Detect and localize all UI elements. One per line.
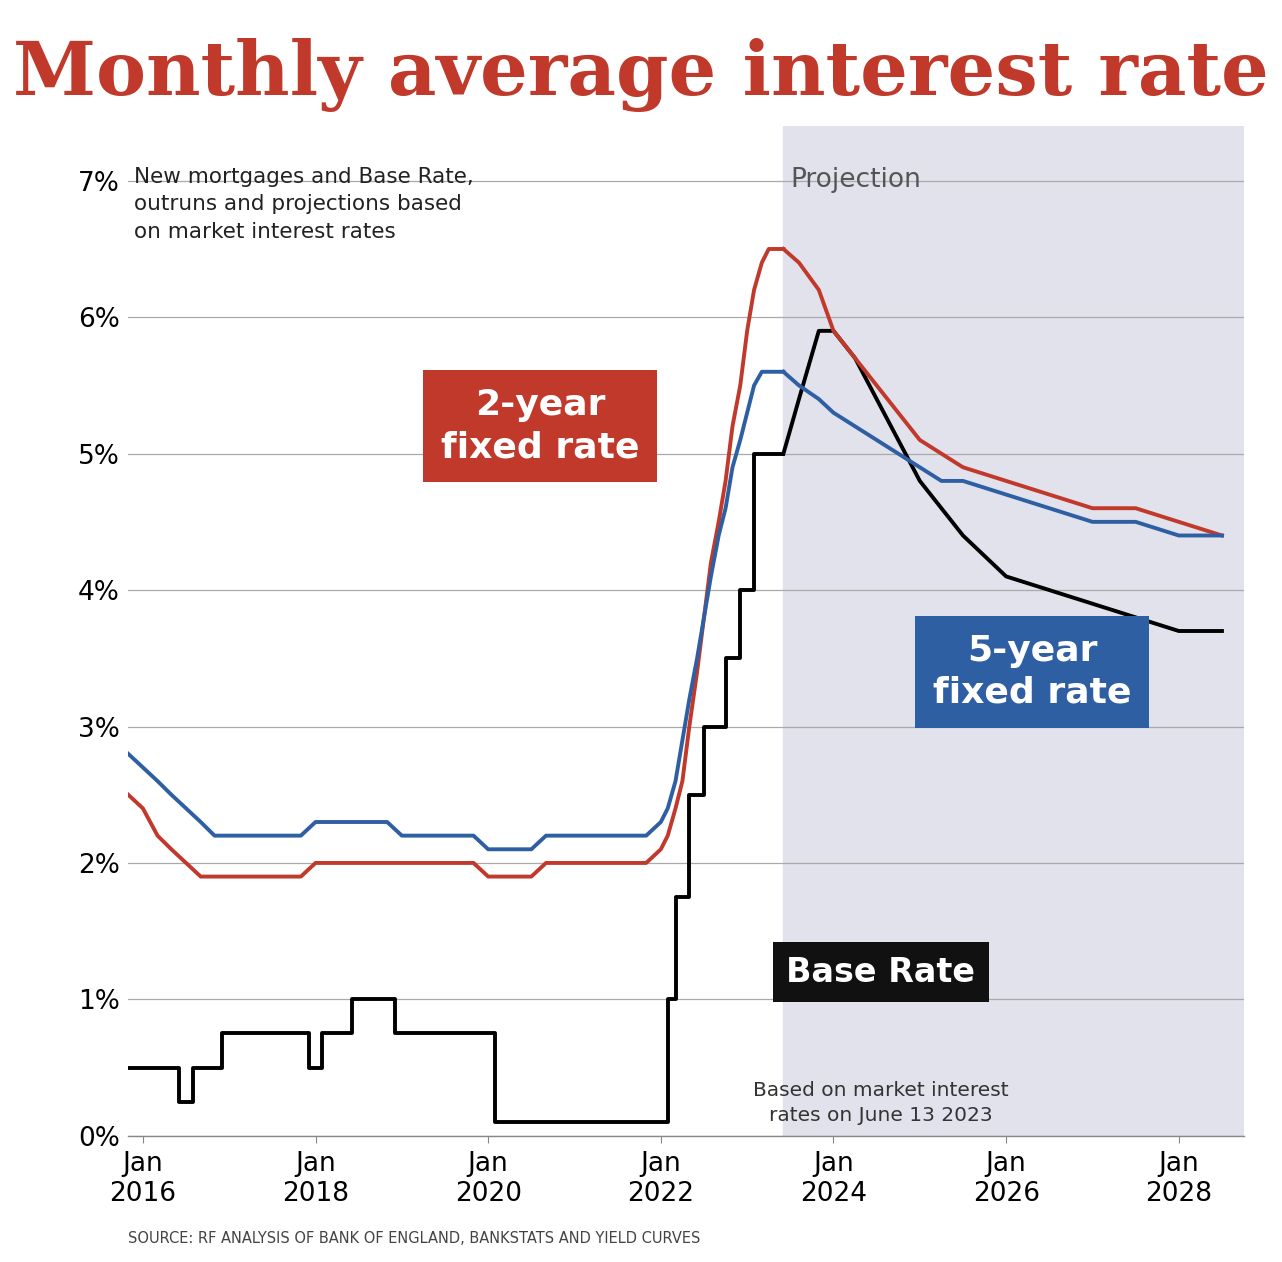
Text: Monthly average interest rate: Monthly average interest rate [13, 38, 1269, 112]
Text: 2-year
fixed rate: 2-year fixed rate [441, 389, 640, 464]
Text: SOURCE: RF ANALYSIS OF BANK OF ENGLAND, BANKSTATS AND YIELD CURVES: SOURCE: RF ANALYSIS OF BANK OF ENGLAND, … [128, 1230, 700, 1246]
Text: 5-year
fixed rate: 5-year fixed rate [933, 634, 1131, 711]
Bar [783, 126, 1244, 1136]
Text: Based on market interest
rates on June 13 2023: Based on market interest rates on June 1… [753, 1082, 1009, 1126]
Text: New mortgages and Base Rate,
outruns and projections based
on market interest ra: New mortgages and Base Rate, outruns and… [135, 167, 474, 241]
Text: Projection: Projection [790, 167, 922, 193]
Text: Base Rate: Base Rate [786, 955, 976, 988]
